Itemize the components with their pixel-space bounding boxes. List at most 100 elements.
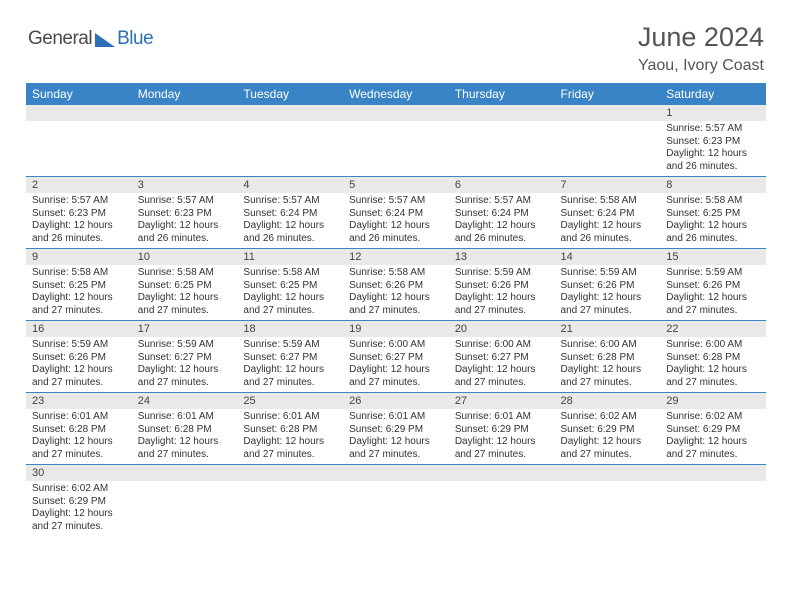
sunset-text: Sunset: 6:28 PM	[666, 352, 760, 365]
daylight-text-1: Daylight: 12 hours	[666, 148, 760, 161]
day-number: 30	[26, 465, 132, 482]
day-number: 18	[237, 321, 343, 338]
daylight-text-2: and 27 minutes.	[561, 305, 655, 318]
daylight-text-2: and 27 minutes.	[666, 449, 760, 462]
daylight-text-2: and 27 minutes.	[455, 377, 549, 390]
sunrise-text: Sunrise: 5:57 AM	[455, 195, 549, 208]
sunset-text: Sunset: 6:24 PM	[561, 208, 655, 221]
info-row: Sunrise: 6:01 AMSunset: 6:28 PMDaylight:…	[26, 409, 766, 465]
day-cell: Sunrise: 6:00 AMSunset: 6:27 PMDaylight:…	[343, 337, 449, 393]
sunrise-text: Sunrise: 6:01 AM	[243, 411, 337, 424]
daylight-text-2: and 27 minutes.	[349, 449, 443, 462]
daylight-text-1: Daylight: 12 hours	[32, 292, 126, 305]
day-number: 23	[26, 393, 132, 410]
day-number: 28	[555, 393, 661, 410]
day-number: 8	[660, 177, 766, 194]
daylight-text-2: and 26 minutes.	[561, 233, 655, 246]
sunrise-text: Sunrise: 6:00 AM	[349, 339, 443, 352]
day-number: 27	[449, 393, 555, 410]
day-number: 24	[132, 393, 238, 410]
day-cell: Sunrise: 6:01 AMSunset: 6:28 PMDaylight:…	[26, 409, 132, 465]
sunset-text: Sunset: 6:26 PM	[455, 280, 549, 293]
sunrise-text: Sunrise: 5:57 AM	[349, 195, 443, 208]
day-number	[237, 465, 343, 482]
page-subtitle: Yaou, Ivory Coast	[638, 57, 764, 75]
day-number: 5	[343, 177, 449, 194]
sunrise-text: Sunrise: 6:00 AM	[666, 339, 760, 352]
daylight-text-1: Daylight: 12 hours	[138, 220, 232, 233]
daynum-row: 1	[26, 105, 766, 121]
daylight-text-1: Daylight: 12 hours	[455, 364, 549, 377]
day-cell: Sunrise: 6:02 AMSunset: 6:29 PMDaylight:…	[26, 481, 132, 536]
day-cell: Sunrise: 5:58 AMSunset: 6:25 PMDaylight:…	[132, 265, 238, 321]
day-number: 26	[343, 393, 449, 410]
sunset-text: Sunset: 6:23 PM	[138, 208, 232, 221]
sunset-text: Sunset: 6:29 PM	[349, 424, 443, 437]
day-number: 15	[660, 249, 766, 266]
day-cell: Sunrise: 6:02 AMSunset: 6:29 PMDaylight:…	[660, 409, 766, 465]
day-cell: Sunrise: 5:58 AMSunset: 6:25 PMDaylight:…	[237, 265, 343, 321]
day-number	[555, 465, 661, 482]
day-number	[132, 105, 238, 121]
day-cell	[449, 121, 555, 177]
day-number: 22	[660, 321, 766, 338]
day-number	[132, 465, 238, 482]
daylight-text-1: Daylight: 12 hours	[138, 364, 232, 377]
day-number: 14	[555, 249, 661, 266]
day-cell: Sunrise: 6:01 AMSunset: 6:28 PMDaylight:…	[237, 409, 343, 465]
logo-text-blue: Blue	[117, 28, 153, 50]
daylight-text-1: Daylight: 12 hours	[349, 364, 443, 377]
day-cell	[449, 481, 555, 536]
title-block: June 2024 Yaou, Ivory Coast	[638, 22, 764, 75]
day-number	[343, 465, 449, 482]
sunrise-text: Sunrise: 5:58 AM	[32, 267, 126, 280]
sunrise-text: Sunrise: 5:58 AM	[666, 195, 760, 208]
sunset-text: Sunset: 6:29 PM	[666, 424, 760, 437]
info-row: Sunrise: 6:02 AMSunset: 6:29 PMDaylight:…	[26, 481, 766, 536]
daylight-text-2: and 26 minutes.	[32, 233, 126, 246]
logo-text-general: General	[28, 28, 92, 50]
sunset-text: Sunset: 6:23 PM	[32, 208, 126, 221]
daynum-row: 23242526272829	[26, 393, 766, 410]
sunset-text: Sunset: 6:29 PM	[561, 424, 655, 437]
sunrise-text: Sunrise: 6:00 AM	[561, 339, 655, 352]
day-cell: Sunrise: 6:02 AMSunset: 6:29 PMDaylight:…	[555, 409, 661, 465]
day-cell: Sunrise: 5:59 AMSunset: 6:26 PMDaylight:…	[449, 265, 555, 321]
day-number: 13	[449, 249, 555, 266]
day-number	[237, 105, 343, 121]
daylight-text-1: Daylight: 12 hours	[349, 220, 443, 233]
info-row: Sunrise: 5:57 AMSunset: 6:23 PMDaylight:…	[26, 193, 766, 249]
day-number: 16	[26, 321, 132, 338]
sunrise-text: Sunrise: 5:59 AM	[561, 267, 655, 280]
day-number	[449, 105, 555, 121]
sunset-text: Sunset: 6:24 PM	[349, 208, 443, 221]
day-cell: Sunrise: 6:01 AMSunset: 6:29 PMDaylight:…	[343, 409, 449, 465]
daylight-text-2: and 26 minutes.	[349, 233, 443, 246]
day-number: 19	[343, 321, 449, 338]
sunset-text: Sunset: 6:23 PM	[666, 136, 760, 149]
daylight-text-2: and 27 minutes.	[243, 449, 337, 462]
daylight-text-1: Daylight: 12 hours	[138, 436, 232, 449]
day-number: 17	[132, 321, 238, 338]
day-cell: Sunrise: 5:58 AMSunset: 6:25 PMDaylight:…	[26, 265, 132, 321]
daylight-text-2: and 27 minutes.	[32, 521, 126, 534]
day-cell	[237, 481, 343, 536]
day-cell: Sunrise: 5:58 AMSunset: 6:26 PMDaylight:…	[343, 265, 449, 321]
day-cell: Sunrise: 5:58 AMSunset: 6:25 PMDaylight:…	[660, 193, 766, 249]
daylight-text-1: Daylight: 12 hours	[243, 436, 337, 449]
daylight-text-1: Daylight: 12 hours	[32, 508, 126, 521]
day-number	[660, 465, 766, 482]
daynum-row: 30	[26, 465, 766, 482]
day-cell: Sunrise: 5:59 AMSunset: 6:27 PMDaylight:…	[237, 337, 343, 393]
daylight-text-2: and 27 minutes.	[666, 377, 760, 390]
daylight-text-2: and 27 minutes.	[349, 377, 443, 390]
day-number: 21	[555, 321, 661, 338]
daylight-text-1: Daylight: 12 hours	[666, 220, 760, 233]
info-row: Sunrise: 5:57 AMSunset: 6:23 PMDaylight:…	[26, 121, 766, 177]
sunrise-text: Sunrise: 5:59 AM	[138, 339, 232, 352]
weekday-header: Tuesday	[237, 83, 343, 105]
day-number	[555, 105, 661, 121]
daylight-text-2: and 27 minutes.	[561, 377, 655, 390]
weekday-header: Thursday	[449, 83, 555, 105]
daylight-text-2: and 27 minutes.	[243, 305, 337, 318]
